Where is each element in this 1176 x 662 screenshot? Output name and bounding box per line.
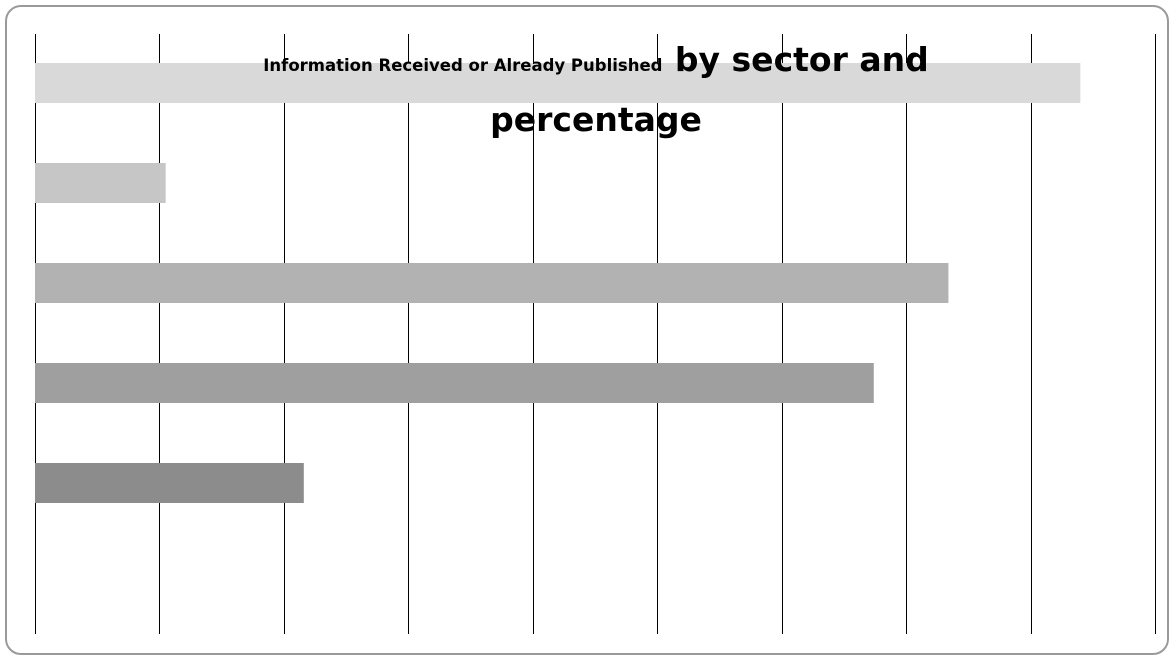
chart-frame xyxy=(5,5,1169,655)
gridlines xyxy=(35,34,1156,634)
bar-5 xyxy=(35,463,304,503)
chart-title-part2: by sector and xyxy=(675,40,929,79)
chart-title-line1: Information Received or Already Publishe… xyxy=(263,40,928,79)
bar-1 xyxy=(35,63,1081,103)
bar-4 xyxy=(35,363,874,403)
bars xyxy=(35,63,1081,503)
bar-3 xyxy=(35,263,949,303)
bar-2 xyxy=(35,163,166,203)
chart-title-line2: percentage xyxy=(490,100,702,139)
chart-title-part1: Information Received or Already Publishe… xyxy=(263,56,662,75)
